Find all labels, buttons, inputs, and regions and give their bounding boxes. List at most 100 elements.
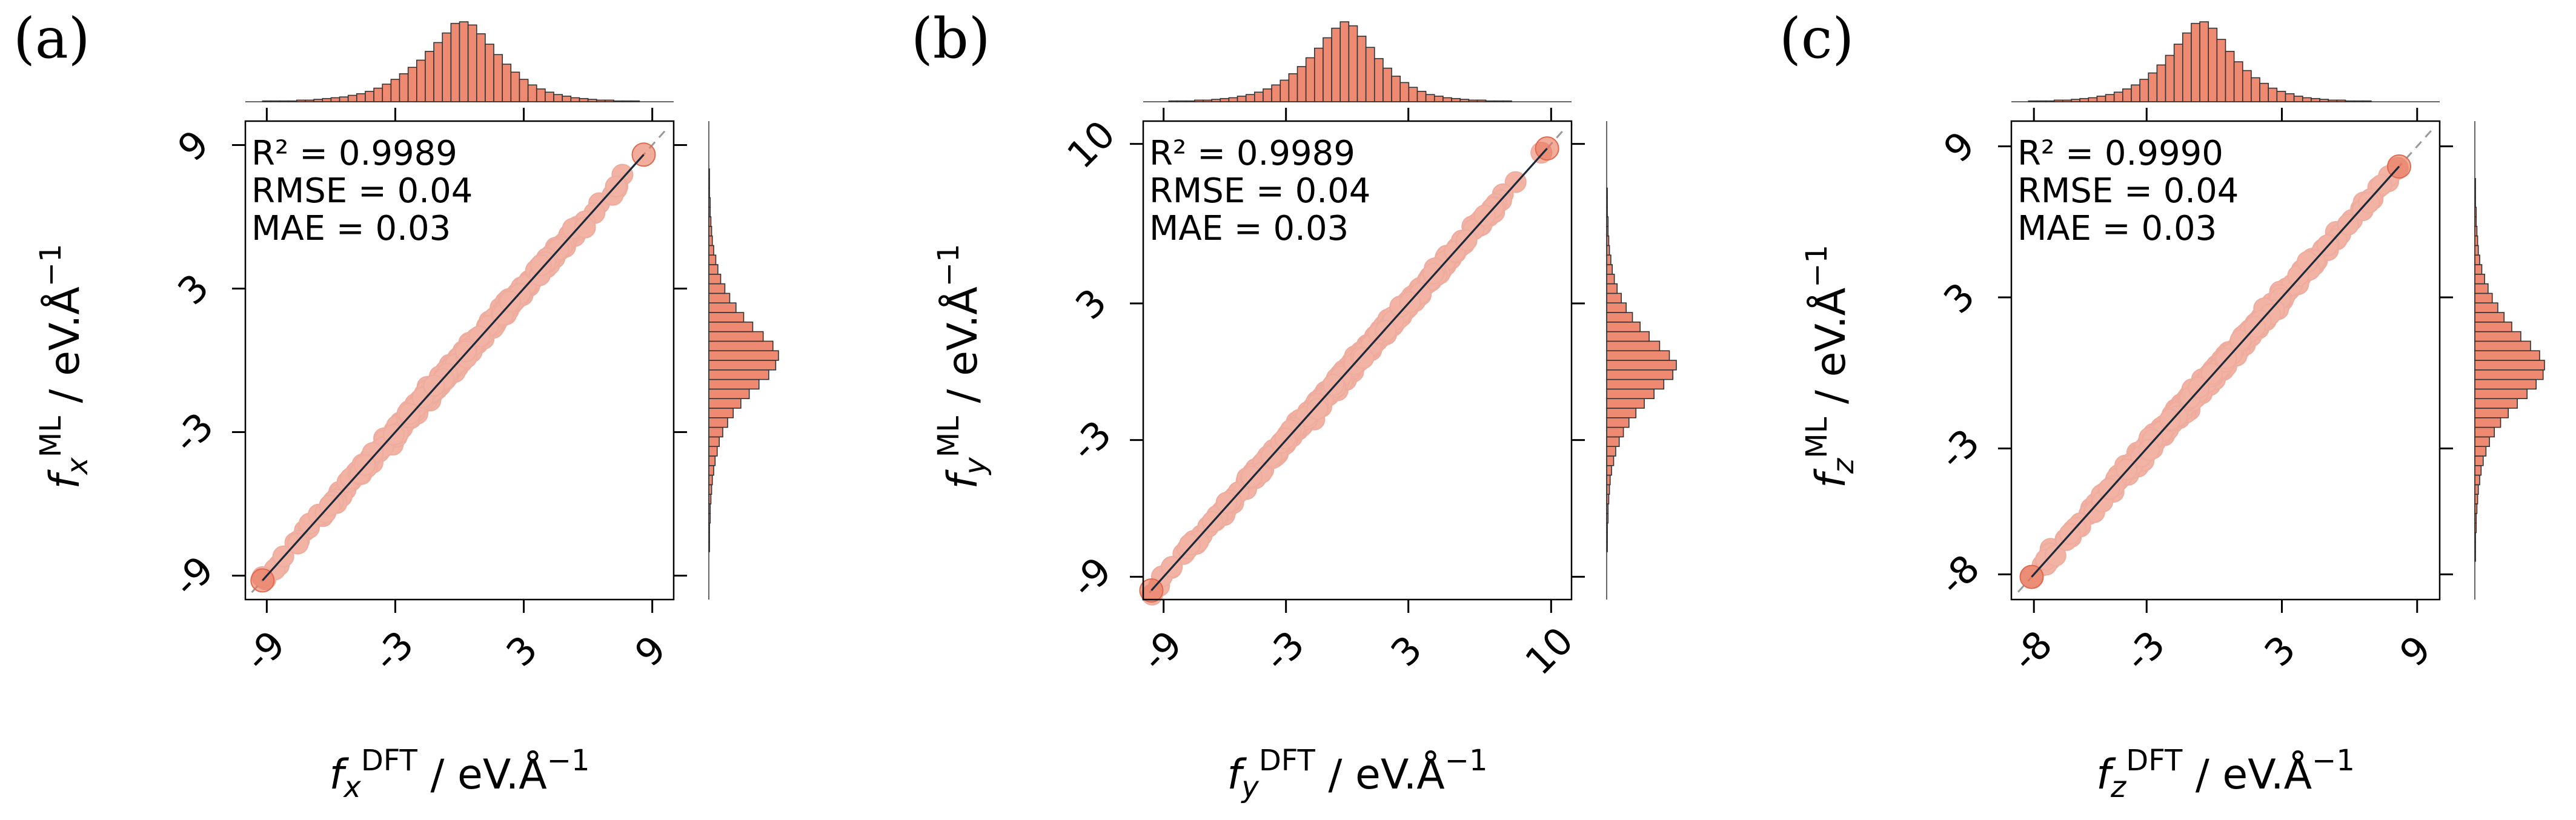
top-histogram-bar (2173, 44, 2183, 102)
scatter-point (2159, 409, 2182, 431)
top-histogram-bar (339, 96, 349, 102)
y-tick-label: 3 (1067, 280, 1115, 328)
top-histogram-bar (570, 97, 580, 102)
top-histogram-bar (1339, 21, 1350, 102)
scatter-point (1473, 204, 1496, 226)
top-histogram-bar (1296, 66, 1307, 102)
right-histogram-bar (708, 398, 742, 409)
top-histogram-bar (536, 88, 546, 102)
right-histogram-bar (708, 264, 719, 275)
right-histogram-bar (1606, 417, 1630, 428)
scatter-point (2138, 438, 2160, 461)
right-histogram-bar (2474, 455, 2484, 466)
y-tick-label: -3 (1062, 412, 1120, 469)
right-histogram-bar (2474, 484, 2479, 495)
y-tick-label: -9 (164, 547, 222, 605)
top-histogram-bar (2088, 97, 2098, 102)
top-histogram-bar (545, 91, 554, 102)
right-histogram-bar (708, 455, 716, 466)
y-tick-label: -3 (1930, 420, 1988, 478)
stats-text: MAE = 0.03 (2017, 209, 2217, 248)
top-histogram-bar (2285, 93, 2295, 102)
stats-text: RMSE = 0.04 (251, 171, 473, 211)
right-histogram-bar (708, 331, 764, 342)
right-histogram-bar (2474, 369, 2544, 380)
right-histogram-bar (1606, 340, 1661, 352)
top-histogram-bar (390, 79, 400, 102)
right-histogram-bar (708, 465, 714, 476)
scatter-point (287, 532, 309, 555)
top-histogram-bar (2293, 95, 2303, 102)
right-histogram-bar (2474, 331, 2521, 342)
scatter-point (398, 403, 420, 425)
top-histogram-bar (2251, 77, 2260, 102)
right-histogram-bar (2474, 408, 2509, 418)
scatter-point (529, 254, 552, 277)
top-histogram-bar (1373, 58, 1384, 102)
scatter-point (574, 216, 596, 239)
top-histogram-bar (433, 42, 443, 102)
top-histogram-bar (442, 32, 452, 102)
top-histogram-bar (330, 97, 340, 102)
top-histogram-bar (1399, 82, 1410, 102)
scatter-point (1352, 347, 1375, 369)
top-histogram-bar (579, 98, 589, 102)
top-histogram-bar (1391, 75, 1401, 102)
top-histogram-bar (553, 94, 563, 102)
top-histogram-bar (2225, 51, 2235, 102)
right-histogram-bar (1606, 388, 1655, 400)
right-histogram-bar (708, 312, 745, 323)
right-histogram-bar (1606, 398, 1645, 409)
x-tick-label: 9 (626, 627, 675, 675)
x-tick-label: -3 (2116, 622, 2173, 679)
top-histogram-bar (1271, 84, 1281, 102)
scatter-point (1306, 398, 1329, 420)
top-histogram-bar (1263, 88, 1272, 102)
fit-line (1150, 148, 1548, 592)
x-tick-label: -9 (1133, 622, 1190, 679)
y-tick-label: -9 (1062, 549, 1120, 606)
top-histogram-bar (2208, 27, 2218, 102)
right-histogram-bar (2474, 388, 2528, 400)
right-histogram-bar (708, 302, 737, 313)
right-histogram-bar (1606, 283, 1618, 294)
right-histogram-bar (1606, 312, 1633, 323)
top-histogram-bar (2199, 21, 2209, 102)
stats-text: MAE = 0.03 (251, 209, 451, 248)
top-histogram-bar (1416, 91, 1427, 102)
right-histogram-bar (2474, 350, 2540, 361)
y-tick-label: -3 (164, 404, 222, 461)
scatter-point (499, 291, 522, 313)
x-tick-label: -3 (1255, 622, 1313, 679)
top-histogram-bar (2276, 91, 2286, 102)
panel-label: (c) (1779, 6, 1854, 71)
right-histogram-bar (1606, 331, 1650, 342)
top-histogram-bar (416, 59, 426, 102)
right-histogram-bar (2474, 426, 2495, 438)
y-axis-label: fyML / eV.Å−1 (932, 243, 992, 489)
top-histogram-bar (2148, 72, 2158, 102)
x-tick-label: -8 (2003, 622, 2060, 679)
top-histogram-bar (399, 73, 409, 102)
top-histogram-bar (450, 22, 460, 102)
top-histogram-bar (1365, 47, 1375, 102)
right-histogram-bar (1606, 455, 1615, 466)
right-histogram-bar (708, 388, 750, 400)
right-histogram-bar (2474, 360, 2545, 371)
top-histogram-bar (527, 84, 537, 102)
right-histogram-bar (1606, 264, 1613, 275)
scatter-point (2229, 329, 2252, 352)
y-tick-label: 10 (1058, 112, 1123, 177)
x-axis-label: fyDFT / eV.Å−1 (1227, 744, 1487, 804)
right-histogram-bar (2474, 273, 2485, 285)
scatter-point (1323, 374, 1345, 396)
top-histogram-bar (322, 98, 332, 102)
stats-text: RMSE = 0.04 (2017, 171, 2239, 211)
top-histogram-bar (2122, 88, 2132, 102)
right-histogram-bar (1606, 254, 1612, 265)
top-histogram-bar (2131, 84, 2140, 102)
top-histogram-bar (1228, 97, 1238, 102)
top-histogram-bar (1305, 57, 1315, 102)
